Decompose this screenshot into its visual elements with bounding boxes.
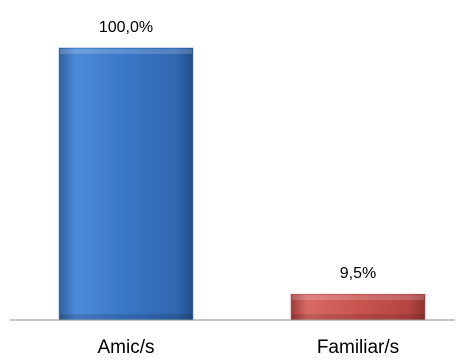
bar-1 [58,47,194,321]
data-label-1: 100,0% [99,19,153,36]
data-labels-layer: 100,0% 9,5% [99,19,376,282]
bar-2 [290,293,426,321]
category-labels-layer: Amic/s Familiar/s [98,337,400,358]
category-label-2: Familiar/s [317,337,399,358]
bars-layer [58,47,426,321]
data-label-2: 9,5% [340,265,376,282]
category-label-1: Amic/s [98,337,155,358]
